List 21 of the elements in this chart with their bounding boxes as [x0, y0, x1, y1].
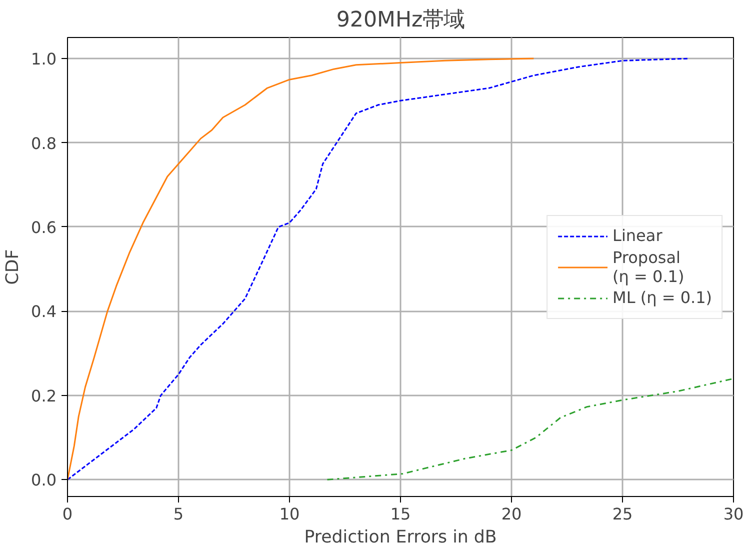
x-tick-label: 10 — [279, 504, 300, 524]
y-axis-title: CDF — [3, 249, 24, 285]
legend-label: Proposal (η = 0.1) — [612, 248, 684, 286]
x-axis-title: Prediction Errors in dB — [304, 528, 497, 548]
x-tick-label: 0 — [62, 504, 73, 524]
legend-label: Linear — [612, 226, 662, 245]
legend-label: ML (η = 0.1) — [612, 288, 712, 307]
x-tick-label: 25 — [612, 504, 633, 524]
y-tick-label: 1.0 — [31, 50, 57, 69]
x-tick-label: 5 — [173, 504, 184, 524]
x-tick-label: 15 — [390, 504, 411, 524]
y-tick-label: 0.2 — [31, 386, 57, 406]
y-tick-label: 0.0 — [31, 470, 57, 490]
y-tick-label: 0.8 — [31, 134, 57, 153]
line-series — [68, 58, 534, 480]
y-tick-label: 0.6 — [31, 218, 57, 237]
line-series — [326, 378, 734, 480]
chart-title: 920MHz帯域 — [336, 8, 465, 32]
x-tick-label: 20 — [501, 504, 522, 524]
y-tick-label: 0.4 — [31, 302, 57, 322]
x-tick-label: 30 — [723, 504, 744, 524]
